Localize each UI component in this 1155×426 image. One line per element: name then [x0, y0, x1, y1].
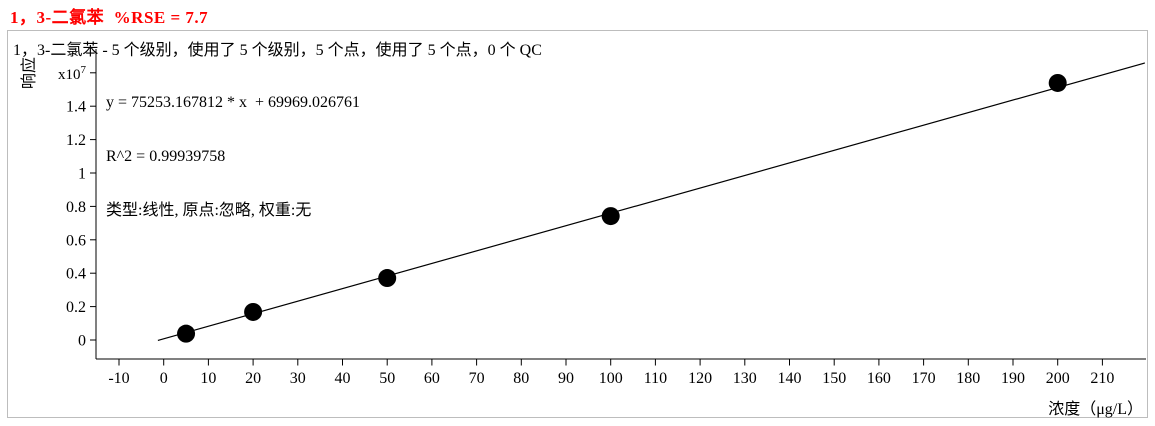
- x-tick-label: 70: [469, 370, 485, 387]
- x-tick-label: 180: [956, 370, 980, 387]
- y-tick-label: 1.4: [66, 99, 86, 116]
- data-point: [378, 269, 397, 288]
- x-tick-label: 120: [688, 370, 712, 387]
- x-tick-label: 10: [200, 370, 216, 387]
- page-title: 1，3-二氯苯 %RSE = 7.7: [10, 8, 209, 27]
- calibration-chart-panel: 1，3-二氯苯 - 5 个级别，使用了 5 个级别，5 个点，使用了 5 个点，…: [7, 30, 1148, 418]
- curve-summary-text: 1，3-二氯苯 - 5 个级别，使用了 5 个级别，5 个点，使用了 5 个点，…: [13, 42, 542, 59]
- x-tick-label: -10: [108, 370, 129, 387]
- data-point: [1048, 73, 1067, 92]
- y-tick-label: 1: [78, 166, 86, 183]
- x-tick-label: 190: [1001, 370, 1025, 387]
- x-tick-label: 90: [558, 370, 574, 387]
- x-tick-label: 210: [1090, 370, 1114, 387]
- data-point: [177, 324, 196, 343]
- x-tick-label: 30: [290, 370, 306, 387]
- y-tick-label: 0.2: [66, 299, 86, 316]
- x-tick-label: 40: [335, 370, 351, 387]
- y-axis-multiplier-exponent: 7: [80, 64, 87, 76]
- y-tick-label: 0: [78, 333, 86, 350]
- fit-model-description: 类型:线性, 原点:忽略, 权重:无: [106, 202, 312, 219]
- fit-stats-block: y = 75253.167812 * x + 69969.026761 R^2 …: [106, 58, 360, 256]
- x-tick-label: 100: [599, 370, 623, 387]
- calibration-line: [157, 62, 1146, 342]
- x-axis-title: 浓度（μg/L）: [1048, 401, 1143, 418]
- x-tick-label: 150: [822, 370, 846, 387]
- fit-r-squared: R^2 = 0.99939758: [106, 148, 226, 165]
- x-tick-label: 50: [379, 370, 395, 387]
- x-tick-label: 140: [778, 370, 802, 387]
- fit-equation: y = 75253.167812 * x + 69969.026761: [106, 94, 361, 111]
- x-tick-label: 20: [245, 370, 261, 387]
- y-tick-label: 0.8: [66, 199, 86, 216]
- plot-svg: -10 0 10 20 30 40 50 60 70 80 90 100 110 120 130 140 150…: [66, 49, 1146, 387]
- x-tick-label: 130: [733, 370, 757, 387]
- x-tick-label: 80: [513, 370, 529, 387]
- x-tick-label: 160: [867, 370, 891, 387]
- y-tick-label: 1.2: [66, 132, 86, 149]
- y-tick-label: 0.6: [66, 232, 86, 249]
- data-point: [244, 302, 263, 321]
- x-tick-label: 60: [424, 370, 440, 387]
- y-tick-label: 0.4: [66, 266, 86, 283]
- x-tick-label: 200: [1046, 370, 1070, 387]
- x-tick-label: 170: [912, 370, 936, 387]
- x-tick-label: 0: [160, 370, 168, 387]
- data-point: [601, 207, 620, 226]
- y-axis-multiplier-base: x10: [58, 67, 81, 83]
- x-tick-label: 110: [644, 370, 667, 387]
- y-axis-multiplier: x107: [32, 64, 86, 84]
